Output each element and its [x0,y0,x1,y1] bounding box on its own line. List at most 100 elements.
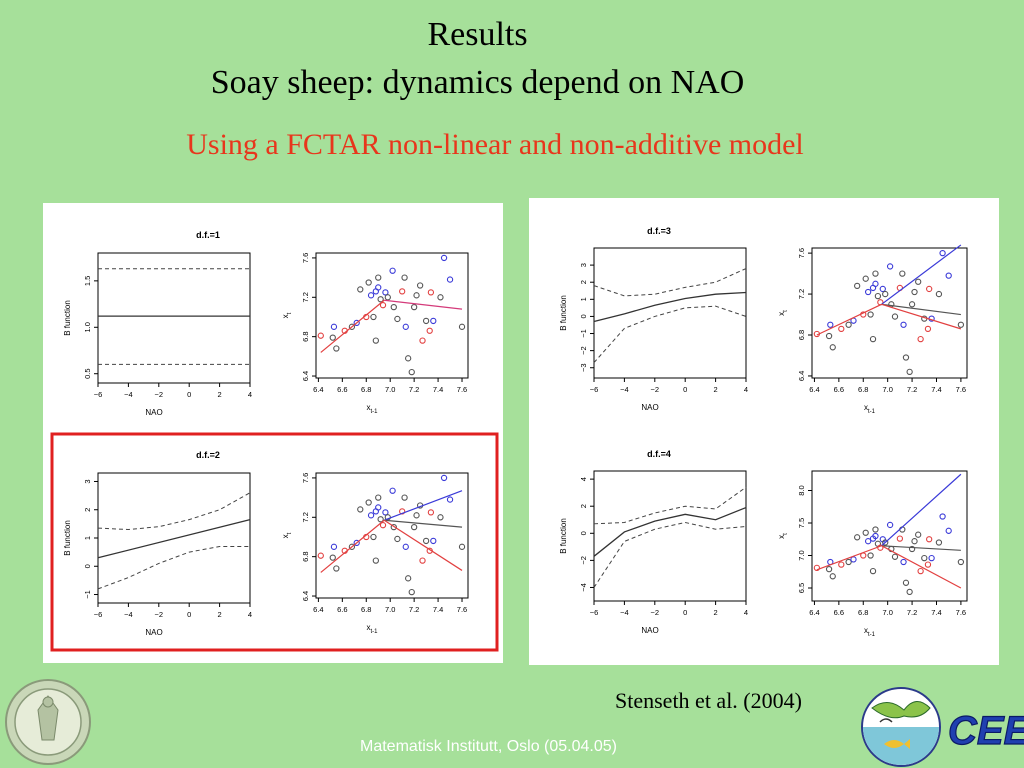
plot-frame [811,470,968,602]
x-tick-label: −2 [651,385,660,394]
data-point [891,553,899,560]
slide-title: Results [427,16,528,53]
plot-frame [811,247,968,379]
y-tick-label: −4 [579,583,588,592]
y-axis-label-base: x [281,314,290,318]
figure-left-svg: d.f.=1 −6 −4 −2 0 2 4 0.5 1.0 1.5 NAO B function 6.4… [50,230,499,652]
data-point [408,588,415,596]
x-tick-label: 7.0 [882,608,892,617]
data-point [924,561,932,568]
x-tick-label: 7.4 [433,605,443,614]
data-point [872,270,879,277]
fit-line [384,519,463,528]
data-point [879,285,886,293]
data-point [372,337,379,344]
fit-line [383,519,463,571]
x-tick-label: 7.6 [956,608,966,617]
data-point [902,579,910,586]
x-tick-label: 6.8 [361,605,371,614]
data-point [446,496,454,503]
y-tick-label: 7.2 [301,292,310,302]
x-tick-label: −4 [620,608,629,617]
plot-frame [97,472,251,604]
data-point [382,509,389,516]
x-tick-label: 6.4 [313,385,323,394]
data-point [872,532,879,540]
x-tick-label: −2 [651,608,660,617]
y-tick-label: 3 [579,263,588,267]
x-tick-label: 7.0 [882,385,892,394]
y-tick-label: 1.0 [83,322,92,332]
y-axis-label: xt [281,532,293,538]
data-point [410,303,418,311]
fit-line [384,490,463,521]
data-point [906,588,913,596]
data-point [408,368,415,376]
x-axis-label-base: x [864,403,868,412]
y-axis-label: xt [777,310,789,316]
figure-panel-left: d.f.=1 −6 −4 −2 0 2 4 0.5 1.0 1.5 NAO B function 6.4… [43,203,503,663]
data-point [813,564,821,571]
x-axis-label-base: NAO [145,628,162,637]
x-tick-label: 0 [683,608,687,617]
x-axis-label: xt-1 [864,403,876,415]
data-point [854,282,861,290]
data-point [926,536,933,543]
y-axis-label: B function [63,300,72,336]
y-tick-label: 1 [83,536,92,540]
y-tick-label: 1 [579,297,588,301]
x-axis-label-base: x [366,623,370,632]
fit-line [881,303,961,316]
y-tick-label: −2 [579,346,588,355]
x-tick-label: 0 [683,385,687,394]
series-estimate [593,506,747,557]
y-tick-label: 0.5 [83,368,92,378]
data-point [862,529,869,536]
data-point [357,506,364,513]
x-tick-label: 4 [248,390,252,399]
data-point [869,567,877,575]
y-axis-label-sub: t [783,533,789,535]
x-tick-label: 2 [218,610,222,619]
chart-7: d.f.=4 −6 −4 −2 0 2 4 −4 −2 0 2 4 NAO B function [559,449,748,635]
data-point [330,323,338,330]
data-point [939,249,946,257]
data-point [353,539,360,547]
data-point [402,323,409,330]
x-tick-label: 2 [218,390,222,399]
data-point [365,499,372,506]
x-tick-label: −4 [620,385,629,394]
y-tick-label: 1.5 [83,276,92,286]
y-tick-label: 7.6 [797,248,806,258]
x-tick-label: 7.6 [457,385,467,394]
data-point [902,354,910,361]
x-axis-label-base: x [864,626,868,635]
data-point [375,504,382,511]
x-tick-label: 6.4 [313,605,323,614]
slide-heading: Soay sheep: dynamics depend on NAO [210,64,745,101]
y-tick-label: −3 [579,363,588,372]
x-axis-label: xt-1 [366,403,378,415]
y-axis-label-base: B function [559,295,568,331]
data-point [422,537,430,545]
y-tick-label: 7.2 [301,512,310,522]
x-tick-label: 0 [187,390,191,399]
plot-frame [593,470,747,602]
chart-4: 6.4 6.6 6.8 7.0 7.2 7.4 7.66.46.87.27.6xt-1xt [281,472,469,635]
x-axis-label: NAO [641,626,658,635]
data-point [405,575,412,582]
x-axis-label: NAO [641,403,658,412]
data-point [440,474,448,482]
data-point [939,513,946,520]
y-axis-label-base: x [777,535,786,539]
data-point [422,317,430,325]
y-tick-label: −1 [83,590,92,599]
fit-line [320,299,385,353]
series-estimate [593,291,747,323]
y-axis-label: xt [777,533,789,539]
y-tick-label: 7.0 [797,550,806,560]
data-point [917,567,924,575]
fit-line [816,303,882,336]
data-point [375,284,382,291]
data-point [935,539,943,546]
